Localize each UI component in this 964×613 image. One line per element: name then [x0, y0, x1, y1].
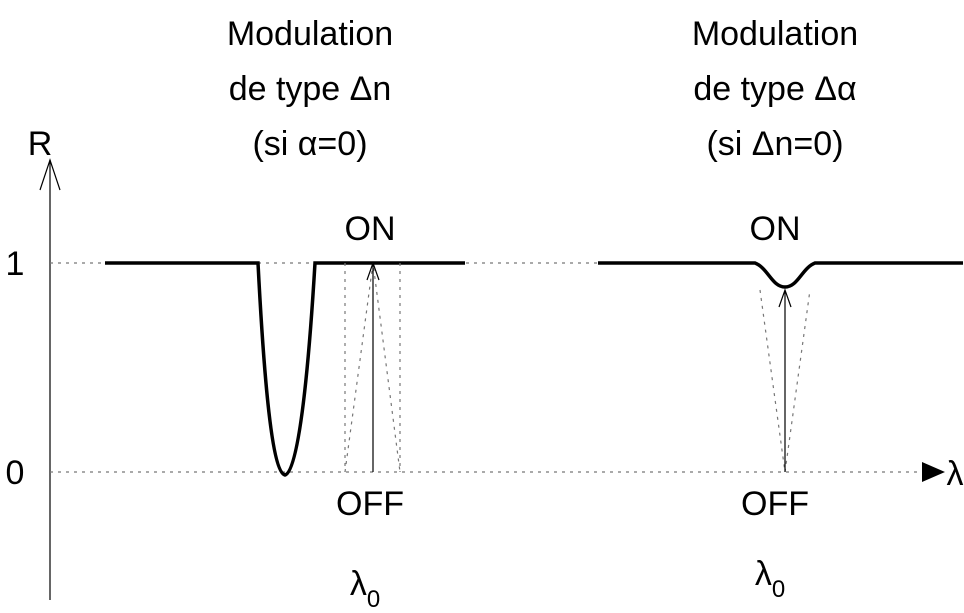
reflectance-curve: [598, 261, 963, 289]
on-label: ON: [750, 210, 801, 248]
subscript: 0: [367, 586, 380, 613]
y-label: R: [28, 125, 53, 163]
reflectance-curve: [105, 261, 465, 477]
title: de type Δn: [229, 70, 392, 108]
arrow-head: [366, 261, 380, 281]
title: Modulation: [692, 15, 858, 53]
off-label: OFF: [741, 485, 809, 523]
lambda: λ: [350, 565, 367, 603]
off-label: OFF: [336, 485, 404, 523]
lambda: λ: [755, 555, 772, 593]
title: de type Δα: [693, 70, 856, 108]
on-label: ON: [345, 210, 396, 248]
wavelength-label: λ0: [755, 555, 785, 603]
tick-label: 0: [6, 454, 25, 492]
title: Modulation: [227, 15, 393, 53]
tick-label: 1: [6, 245, 25, 283]
wavelength-label: λ0: [350, 565, 380, 613]
y-arrow: [39, 158, 61, 191]
subscript: 0: [772, 576, 785, 603]
title: (si Δn=0): [706, 125, 843, 163]
x-label: λ: [947, 455, 964, 493]
title: (si α=0): [252, 125, 367, 163]
guide: [759, 289, 811, 473]
arrow-head: [778, 288, 792, 308]
x-arrow: [922, 462, 945, 482]
